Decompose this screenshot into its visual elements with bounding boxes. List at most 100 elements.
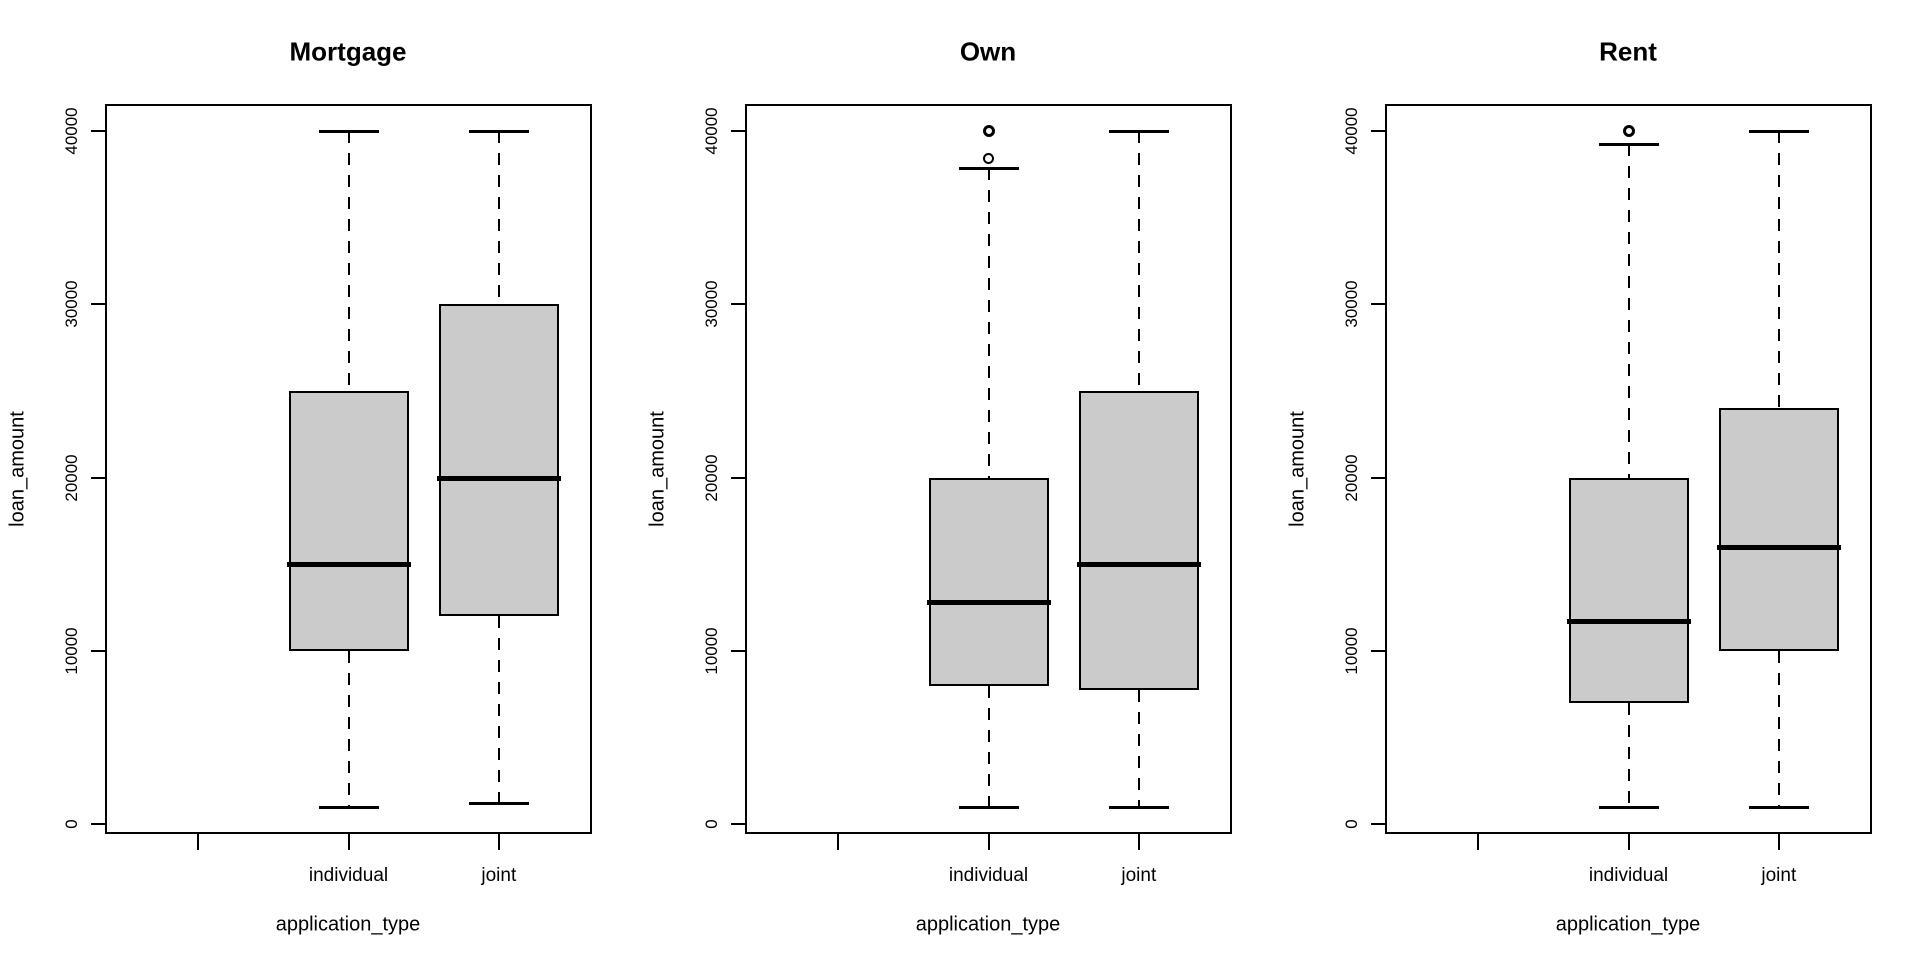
- panel-rent: Rent loan_amount application_type 0 10000…: [1280, 0, 1920, 960]
- x-axis-tick: [837, 834, 840, 850]
- y-tick-label-text: 40000: [62, 107, 81, 155]
- x-tick-label-joint: joint: [1121, 865, 1157, 886]
- y-tick-label-text: 0: [1342, 819, 1361, 830]
- upper-whisker-cap: [468, 130, 529, 134]
- y-axis-tick: [91, 303, 105, 306]
- x-axis-tick: [347, 834, 350, 850]
- iqr-box-joint: [1718, 408, 1839, 651]
- lower-whisker-cap: [318, 805, 379, 809]
- x-tick-label-individual: individual: [1588, 865, 1669, 886]
- upper-whisker-cap: [1108, 130, 1169, 134]
- y-tick-label-text: 10000: [702, 627, 721, 675]
- upper-whisker: [1777, 131, 1780, 409]
- y-axis-tick: [731, 649, 745, 652]
- y-axis-tick: [1371, 476, 1385, 479]
- y-axis-tick: [1371, 303, 1385, 306]
- lower-whisker: [497, 616, 500, 804]
- lower-whisker-cap: [468, 802, 529, 806]
- plot-area: [1385, 104, 1872, 834]
- iqr-box-individual: [288, 391, 409, 651]
- upper-whisker: [1137, 131, 1140, 391]
- x-tick-label-joint: joint: [481, 865, 517, 886]
- x-axis-tick: [1777, 834, 1780, 850]
- y-axis-tick: [91, 476, 105, 479]
- iqr-box-individual: [928, 477, 1049, 686]
- y-tick-label-text: 0: [702, 819, 721, 830]
- lower-whisker-cap: [1748, 805, 1809, 809]
- y-axis-tick: [731, 130, 745, 133]
- outlier-point: [1622, 125, 1635, 138]
- panel-title: Rent: [1599, 36, 1657, 67]
- iqr-box-individual: [1568, 477, 1689, 703]
- y-axis-tick: [1371, 649, 1385, 652]
- panel-own: Own loan_amount application_type 0 10000 2…: [640, 0, 1280, 960]
- x-tick-label-individual: individual: [948, 865, 1029, 886]
- x-axis-label: application_type: [1555, 913, 1701, 936]
- lower-whisker-cap: [1108, 805, 1169, 809]
- y-axis-tick: [1371, 823, 1385, 826]
- x-axis-tick: [1477, 834, 1480, 850]
- x-axis-tick: [1627, 834, 1630, 850]
- upper-whisker: [987, 168, 990, 478]
- x-axis-label: application_type: [275, 913, 421, 936]
- y-axis-tick: [1371, 130, 1385, 133]
- lower-whisker-cap: [958, 805, 1019, 809]
- median-line: [926, 600, 1051, 606]
- y-axis-tick: [731, 303, 745, 306]
- lower-whisker: [987, 685, 990, 807]
- y-tick-label-text: 10000: [1342, 627, 1361, 675]
- y-axis-tick: [91, 823, 105, 826]
- upper-whisker-cap: [1748, 130, 1809, 134]
- y-axis-label-text: loan_amount: [1286, 411, 1309, 527]
- x-axis-label: application_type: [915, 913, 1061, 936]
- outlier-point: [982, 125, 995, 138]
- y-tick-label-text: 0: [62, 819, 81, 830]
- y-axis-label-text: loan_amount: [646, 411, 669, 527]
- upper-whisker-cap: [318, 130, 379, 134]
- y-axis-tick: [91, 649, 105, 652]
- x-axis-tick: [987, 834, 990, 850]
- x-tick-label-individual: individual: [308, 865, 389, 886]
- median-line: [286, 562, 411, 568]
- lower-whisker-cap: [1598, 805, 1659, 809]
- outlier-point: [983, 153, 994, 165]
- upper-whisker: [347, 131, 350, 391]
- lower-whisker: [1777, 650, 1780, 807]
- x-tick-label-joint: joint: [1761, 865, 1797, 886]
- y-tick-label-text: 40000: [1342, 107, 1361, 155]
- iqr-box-joint: [1078, 391, 1199, 690]
- y-tick-label-text: 30000: [62, 280, 81, 328]
- y-axis-label-text: loan_amount: [6, 411, 29, 527]
- x-axis-tick: [197, 834, 200, 850]
- lower-whisker: [347, 650, 350, 807]
- panel-title: Mortgage: [289, 36, 407, 67]
- y-tick-label-text: 20000: [702, 454, 721, 502]
- lower-whisker: [1627, 702, 1630, 807]
- y-tick-label-text: 20000: [62, 454, 81, 502]
- iqr-box-joint: [438, 304, 559, 617]
- x-axis-tick: [1137, 834, 1140, 850]
- median-line: [1716, 544, 1841, 550]
- lower-whisker: [1137, 689, 1140, 807]
- y-tick-label-text: 40000: [702, 107, 721, 155]
- x-axis-tick: [497, 834, 500, 850]
- upper-whisker: [1627, 144, 1630, 478]
- y-axis-tick: [731, 823, 745, 826]
- upper-whisker: [497, 131, 500, 305]
- plot-area: [745, 104, 1232, 834]
- plot-area: [105, 104, 592, 834]
- y-tick-label-text: 30000: [1342, 280, 1361, 328]
- panel-mortgage: Mortgage loan_amount application_type 0 1…: [0, 0, 640, 960]
- y-axis-tick: [731, 476, 745, 479]
- upper-whisker-cap: [1598, 143, 1659, 147]
- median-line: [436, 475, 561, 481]
- panel-title: Own: [959, 36, 1017, 67]
- median-line: [1076, 562, 1201, 568]
- y-tick-label-text: 30000: [702, 280, 721, 328]
- y-axis-tick: [91, 130, 105, 133]
- y-tick-label-text: 20000: [1342, 454, 1361, 502]
- y-tick-label-text: 10000: [62, 627, 81, 675]
- upper-whisker-cap: [958, 167, 1019, 171]
- median-line: [1566, 618, 1691, 624]
